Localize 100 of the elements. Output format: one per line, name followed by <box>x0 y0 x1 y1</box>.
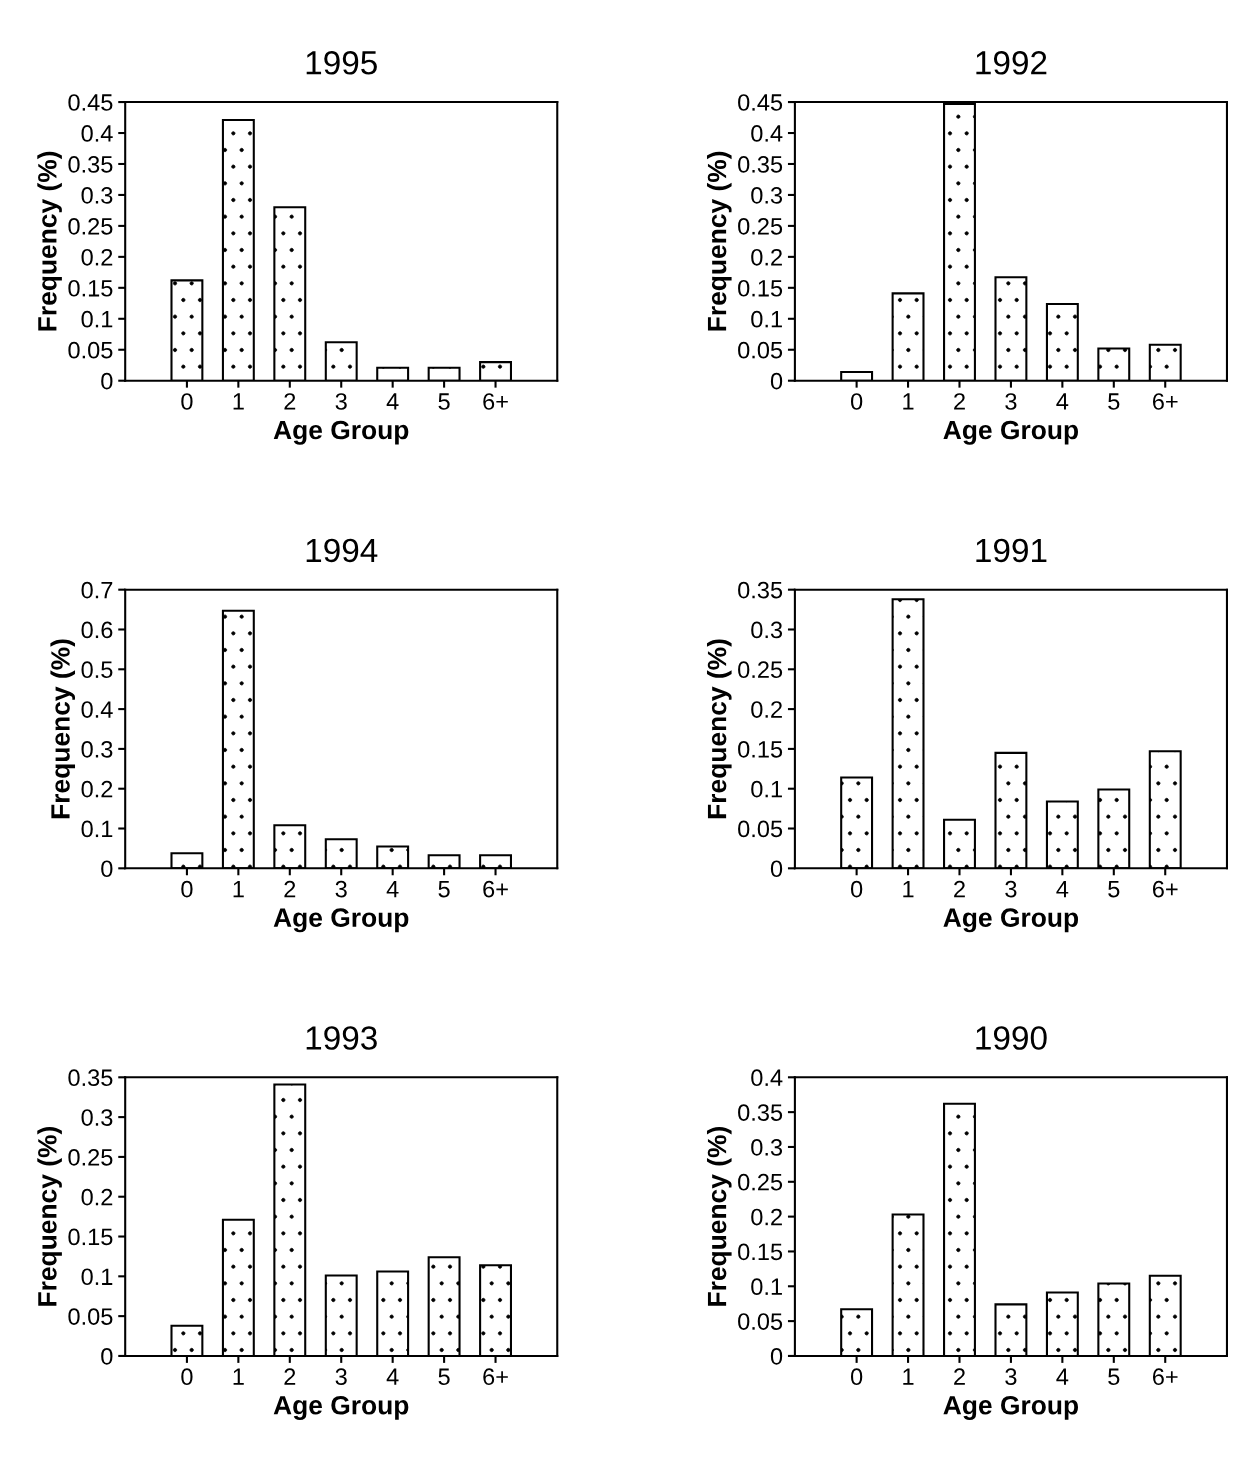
y-tick-label: 0.4 <box>751 125 783 142</box>
chart-title: 1990 <box>976 1026 1047 1050</box>
chart-title: 1993 <box>306 1026 377 1050</box>
y-tick-label: 0.15 <box>738 1243 783 1261</box>
y-tick-label: 0.45 <box>68 94 113 111</box>
x-tick-label: 6+ <box>1152 1368 1178 1386</box>
x-axis-title: Age Group <box>273 1395 409 1420</box>
y-tick-label: 0.1 <box>81 820 113 838</box>
x-tick-label: 0 <box>181 880 193 898</box>
y-tick-label: 0.35 <box>738 1104 783 1121</box>
x-tick-label: 5 <box>1108 393 1120 410</box>
y-axis-title: Frequency (%) <box>706 639 732 819</box>
y-tick-label: 0.15 <box>738 279 783 297</box>
y-tick-label: 0.1 <box>751 780 782 798</box>
x-tick-label: 1 <box>903 393 914 410</box>
x-tick-label: 1 <box>903 1368 914 1385</box>
chart-title: 1992 <box>976 51 1047 75</box>
y-tick-label: 0.35 <box>738 581 783 599</box>
x-tick-label: 5 <box>1108 1368 1120 1386</box>
x-tick-label: 2 <box>284 880 296 898</box>
y-tick-label: 0.4 <box>751 1069 783 1087</box>
x-tick-label: 1 <box>233 880 244 898</box>
x-tick-label: 1 <box>233 1368 244 1385</box>
y-tick-label: 0.25 <box>738 1173 783 1191</box>
y-tick-label: 0.1 <box>751 310 782 328</box>
y-tick-label: 0.6 <box>81 621 113 639</box>
y-tick-label: 0 <box>770 860 783 878</box>
x-tick-label: 5 <box>1108 880 1120 898</box>
y-tick-label: 0.2 <box>81 780 113 798</box>
y-tick-label: 0.1 <box>81 1268 113 1286</box>
x-axis-title: Age Group <box>273 420 409 445</box>
y-axis-title: Frequency (%) <box>706 1127 732 1306</box>
x-tick-label: 2 <box>954 1368 965 1385</box>
y-tick-label: 0.35 <box>738 156 783 173</box>
x-tick-label: 2 <box>954 880 965 898</box>
y-tick-label: 0.2 <box>751 1208 782 1226</box>
x-tick-label: 0 <box>181 1368 193 1386</box>
y-tick-label: 0.3 <box>751 621 783 639</box>
x-tick-label: 0 <box>850 880 863 898</box>
x-tick-label: 4 <box>1056 1368 1069 1385</box>
x-tick-label: 6+ <box>483 880 508 898</box>
x-axis-title: Age Group <box>943 420 1079 445</box>
y-tick-label: 0.25 <box>738 217 783 235</box>
x-tick-label: 3 <box>335 880 347 898</box>
y-axis-title: Frequency (%) <box>50 639 76 819</box>
x-axis-title: Age Group <box>943 908 1079 933</box>
y-tick-label: 0.05 <box>738 820 783 838</box>
x-tick-label: 5 <box>438 1368 450 1386</box>
x-tick-label: 6+ <box>483 393 508 410</box>
y-tick-label: 0.35 <box>68 1069 113 1087</box>
y-tick-label: 0.3 <box>81 740 113 758</box>
y-tick-label: 0.3 <box>81 187 113 204</box>
y-tick-label: 0.35 <box>68 156 113 173</box>
y-tick-label: 0.4 <box>81 701 113 718</box>
x-tick-label: 4 <box>386 393 399 410</box>
y-tick-label: 0.2 <box>81 1188 113 1206</box>
x-tick-label: 1 <box>903 880 914 898</box>
x-tick-label: 3 <box>335 1368 347 1386</box>
x-tick-label: 0 <box>850 1368 863 1386</box>
x-tick-label: 4 <box>1056 880 1069 898</box>
y-axis-title: Frequency (%) <box>37 151 62 331</box>
x-tick-label: 2 <box>284 393 296 410</box>
x-tick-label: 6+ <box>1152 393 1178 410</box>
y-tick-label: 0.05 <box>68 1308 113 1325</box>
y-tick-label: 0 <box>101 372 113 390</box>
y-tick-label: 0.2 <box>81 248 113 266</box>
chart-title: 1994 <box>306 538 378 563</box>
x-tick-label: 4 <box>1056 393 1069 410</box>
y-tick-label: 0.15 <box>68 1228 113 1246</box>
x-tick-label: 4 <box>386 880 399 898</box>
x-tick-label: 6+ <box>1152 880 1178 898</box>
y-tick-label: 0.4 <box>81 125 113 142</box>
y-axis-title: Frequency (%) <box>37 1127 62 1306</box>
x-tick-label: 3 <box>1005 1368 1017 1386</box>
y-tick-label: 0 <box>101 860 113 878</box>
y-tick-label: 0.5 <box>81 661 113 679</box>
y-tick-label: 0.2 <box>751 248 782 266</box>
y-tick-label: 0 <box>770 372 783 390</box>
chart-title: 1995 <box>306 51 377 75</box>
chart-title: 1991 <box>976 538 1047 563</box>
y-tick-label: 0.25 <box>738 661 783 679</box>
y-axis-title: Frequency (%) <box>706 151 732 331</box>
x-tick-label: 3 <box>1005 880 1017 898</box>
y-tick-label: 0.05 <box>738 1313 783 1330</box>
y-tick-label: 0 <box>770 1348 783 1365</box>
y-tick-label: 0.2 <box>751 701 782 718</box>
x-axis-title: Age Group <box>273 908 409 933</box>
x-tick-label: 1 <box>233 393 244 410</box>
y-tick-label: 0.3 <box>751 1139 783 1156</box>
x-tick-label: 3 <box>335 393 347 410</box>
x-tick-label: 0 <box>850 393 863 410</box>
y-tick-label: 0.3 <box>751 187 783 204</box>
y-tick-label: 0.1 <box>751 1278 782 1296</box>
y-tick-label: 0.25 <box>68 1148 113 1166</box>
y-tick-label: 0.45 <box>738 94 783 111</box>
y-tick-label: 0.15 <box>738 740 783 758</box>
x-axis-title: Age Group <box>943 1395 1079 1420</box>
y-tick-label: 0.25 <box>68 217 113 235</box>
x-tick-label: 5 <box>438 880 450 898</box>
y-tick-label: 0.3 <box>81 1109 113 1126</box>
